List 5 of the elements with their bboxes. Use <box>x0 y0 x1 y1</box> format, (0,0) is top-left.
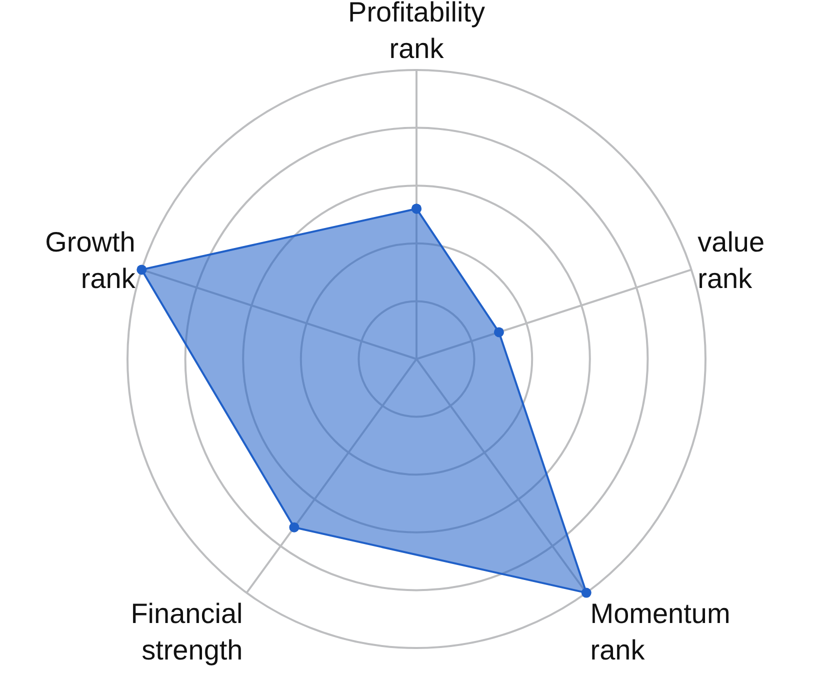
spoke-label: Growth rank <box>45 226 136 294</box>
spoke-label: Momentum rank <box>590 598 730 666</box>
spoke-label: Financial strength <box>130 598 243 666</box>
spoke-label: value rank <box>698 226 765 294</box>
spoke-label: Profitability rank <box>348 0 485 64</box>
